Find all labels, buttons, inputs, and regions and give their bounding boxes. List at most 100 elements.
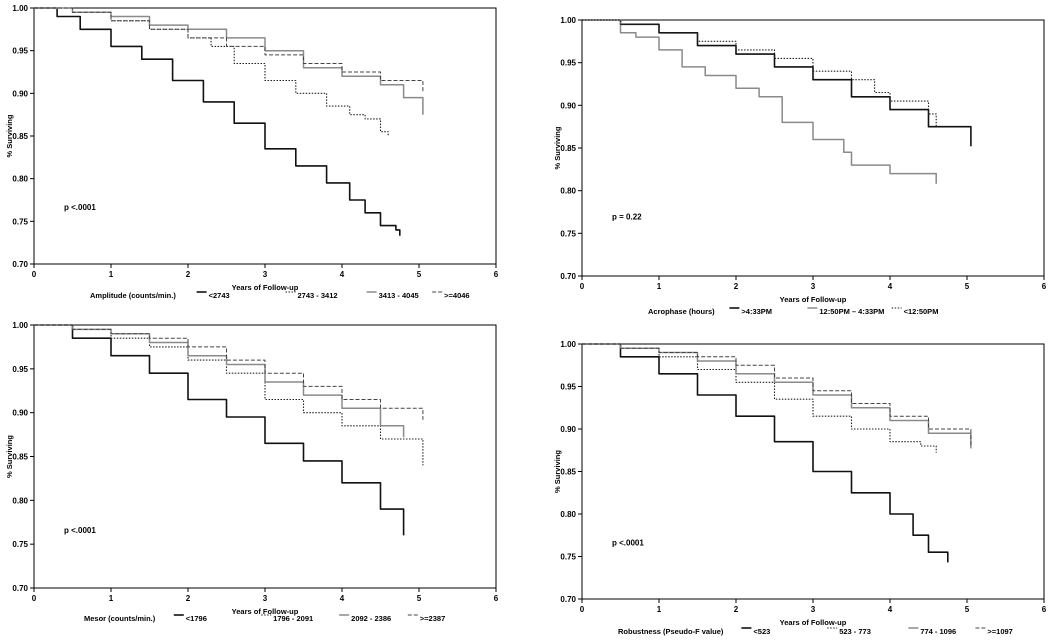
survival-chart-mesor: 0.70 0.75 0.80 0.85 0.90 0.95 1.00 0 1 2 3 4 5 6 % Sur…	[0, 318, 510, 640]
series-line-1	[582, 343, 949, 563]
x-tick-label: 5	[965, 605, 970, 614]
y-tick-label: 0.85	[12, 453, 28, 462]
chart-svg-acrophase: 0.70 0.75 0.80 0.85 0.90 0.95 1.00 0 1 2 3 4 5 6 % Sur…	[553, 16, 1047, 316]
x-tick-label: 0	[580, 605, 585, 614]
x-tick-label: 6	[1042, 282, 1047, 291]
survival-chart-amplitude: 0.70 0.75 0.80 0.85 0.90 0.95 1.00 0 1 2 3 4 5 6 % Sur…	[0, 0, 510, 306]
series-line-3	[582, 343, 972, 449]
x-tick-label: 4	[888, 282, 893, 291]
y-tick-label: 0.95	[12, 47, 28, 56]
x-tick-label: 6	[494, 594, 499, 603]
legend-entry-1: <523	[753, 627, 770, 636]
y-axis-title: % Surviving	[5, 114, 14, 157]
series-line-2	[582, 19, 937, 184]
y-tick-label: 0.70	[560, 272, 576, 281]
y-tick-label: 0.75	[12, 217, 28, 226]
legend-entry-3: 2092 - 2386	[351, 614, 391, 623]
y-axis-title: % Surviving	[553, 450, 562, 493]
legend-entry-4: >=4046	[444, 291, 469, 300]
survival-chart-robustness: 0.70 0.75 0.80 0.85 0.90 0.95 1.00 0 1 2 3 4 5 6 % Sur…	[548, 336, 1048, 642]
x-tick-label: 0	[32, 594, 37, 603]
series-line-4	[34, 324, 424, 420]
x-axis-title: Years of Follow-up	[232, 607, 299, 616]
y-axis-title: % Surviving	[553, 126, 562, 169]
legend-entry-2: 12:50PM – 4:33PM	[819, 307, 884, 316]
y-tick-label: 0.70	[560, 595, 576, 604]
x-tick-label: 2	[734, 605, 739, 614]
legend-title: Mesor (counts/min.)	[84, 614, 156, 623]
legend-entry-4: >=2387	[420, 614, 445, 623]
x-tick-label: 5	[417, 270, 422, 279]
x-axis-title: Years of Follow-up	[780, 618, 847, 627]
y-tick-label: 0.90	[12, 89, 28, 98]
legend-entry-3: 3413 - 4045	[379, 291, 419, 300]
x-tick-label: 1	[109, 270, 114, 279]
y-tick-label: 0.95	[12, 365, 28, 374]
p-value-annotation: p <.0001	[612, 538, 644, 547]
x-tick-label: 4	[340, 594, 345, 603]
series-line-4	[582, 343, 972, 446]
y-tick-label: 0.80	[560, 510, 576, 519]
y-tick-label: 0.80	[12, 496, 28, 505]
series-line-1	[34, 7, 401, 236]
y-tick-label: 0.90	[560, 425, 576, 434]
y-tick-label: 0.75	[560, 553, 576, 562]
legend-entry-1: <2743	[209, 291, 230, 300]
x-tick-label: 1	[657, 282, 662, 291]
y-tick-label: 0.75	[560, 229, 576, 238]
legend-title: Amplitude (counts/min.)	[90, 291, 176, 300]
y-tick-label: 1.00	[560, 340, 576, 349]
chart-svg-mesor: 0.70 0.75 0.80 0.85 0.90 0.95 1.00 0 1 2 3 4 5 6 % Sur…	[5, 321, 499, 623]
plot-frame	[581, 19, 1045, 277]
chart-svg-amplitude: 0.70 0.75 0.80 0.85 0.90 0.95 1.00 0 1 2 3 4 5 6 % Sur…	[5, 4, 499, 300]
y-tick-label: 1.00	[560, 16, 576, 25]
y-tick-label: 0.70	[12, 584, 28, 593]
x-tick-label: 0	[32, 270, 37, 279]
x-tick-label: 6	[494, 270, 499, 279]
y-tick-label: 0.95	[560, 383, 576, 392]
y-tick-label: 0.90	[560, 101, 576, 110]
x-tick-label: 5	[965, 282, 970, 291]
legend-entry-1: >4:33PM	[741, 307, 772, 316]
x-tick-label: 2	[186, 594, 191, 603]
legend-entry-2: 2743 - 3412	[298, 291, 338, 300]
y-tick-label: 0.90	[12, 409, 28, 418]
legend-entry-2: 523 - 773	[839, 627, 871, 636]
x-tick-label: 4	[340, 270, 345, 279]
p-value-annotation: p <.0001	[64, 526, 96, 535]
legend-entry-4: >=1097	[987, 627, 1012, 636]
series-line-3	[34, 324, 405, 438]
series-line-1	[34, 324, 405, 536]
y-tick-label: 0.85	[560, 144, 576, 153]
p-value-annotation: p <.0001	[64, 203, 96, 212]
chart-svg-robustness: 0.70 0.75 0.80 0.85 0.90 0.95 1.00 0 1 2 3 4 5 6 % Sur…	[553, 340, 1047, 636]
y-tick-label: 0.70	[12, 260, 28, 269]
x-tick-label: 3	[811, 282, 816, 291]
legend-title: Robustness (Pseudo-F value)	[618, 627, 724, 636]
legend-entry-1: <1796	[186, 614, 207, 623]
survival-chart-acrophase: 0.70 0.75 0.80 0.85 0.90 0.95 1.00 0 1 2 3 4 5 6 % Sur…	[548, 10, 1048, 322]
legend-entry-3: 774 - 1096	[920, 627, 956, 636]
x-tick-label: 6	[1042, 605, 1047, 614]
y-tick-label: 0.80	[560, 187, 576, 196]
x-tick-label: 3	[811, 605, 816, 614]
y-tick-label: 1.00	[12, 4, 28, 13]
y-tick-label: 0.85	[560, 468, 576, 477]
y-tick-label: 0.85	[12, 132, 28, 141]
y-tick-label: 0.80	[12, 175, 28, 184]
x-tick-label: 3	[263, 594, 268, 603]
legend-entry-2: 1796 - 2091	[273, 614, 313, 623]
p-value-annotation: p = 0.22	[612, 213, 642, 222]
y-tick-label: 0.95	[560, 59, 576, 68]
x-tick-label: 4	[888, 605, 893, 614]
x-tick-label: 0	[580, 282, 585, 291]
x-tick-label: 1	[109, 594, 114, 603]
x-tick-label: 2	[186, 270, 191, 279]
y-tick-label: 1.00	[12, 321, 28, 330]
x-tick-label: 2	[734, 282, 739, 291]
x-tick-label: 5	[417, 594, 422, 603]
y-tick-label: 0.75	[12, 540, 28, 549]
x-axis-title: Years of Follow-up	[232, 283, 299, 292]
y-axis-title: % Surviving	[5, 435, 14, 478]
legend-entry-3: <12:50PM	[904, 307, 939, 316]
